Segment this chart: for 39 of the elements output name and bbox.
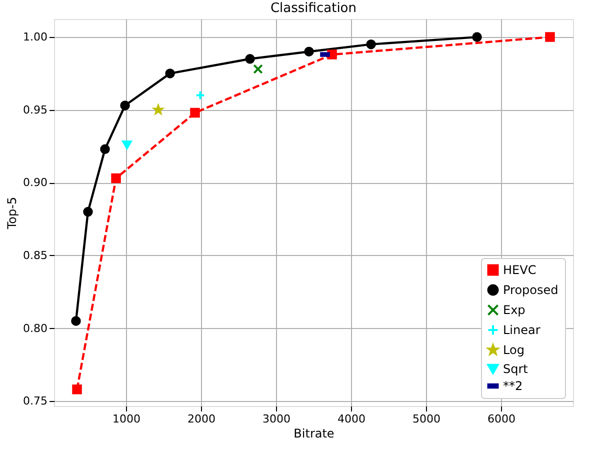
y-tick-label: 0.85 bbox=[23, 248, 48, 262]
point bbox=[165, 68, 175, 78]
legend-label: Linear bbox=[503, 323, 540, 337]
x-tick-label: 2000 bbox=[188, 412, 216, 426]
legend-label: Log bbox=[503, 343, 524, 357]
y-tick-label: 0.90 bbox=[23, 176, 48, 190]
y-tick-label: 0.80 bbox=[23, 322, 48, 335]
x-tick-label: 6000 bbox=[488, 412, 516, 426]
point bbox=[100, 144, 110, 154]
x-tick-label: 3000 bbox=[262, 412, 290, 426]
point bbox=[366, 39, 376, 50]
point bbox=[304, 46, 314, 56]
y-axis-title: Top-5 bbox=[5, 196, 20, 230]
point bbox=[122, 140, 132, 150]
point bbox=[72, 384, 82, 394]
point bbox=[327, 50, 337, 60]
point bbox=[545, 32, 555, 42]
point bbox=[111, 173, 121, 184]
chart-title: Classification bbox=[270, 1, 357, 16]
legend-label: Exp bbox=[503, 303, 526, 317]
y-tick-label: 0.95 bbox=[23, 103, 48, 116]
x-tick-label: 4000 bbox=[338, 412, 366, 426]
point bbox=[253, 64, 263, 74]
y-tick-label: 1.00 bbox=[23, 30, 48, 44]
x-tick-label: 5000 bbox=[412, 412, 440, 426]
point bbox=[472, 32, 482, 42]
point bbox=[71, 316, 81, 326]
point bbox=[245, 54, 255, 64]
legend-label: Proposed bbox=[503, 283, 558, 297]
legend-label: **2 bbox=[503, 379, 523, 393]
legend-label: Sqrt bbox=[503, 362, 528, 376]
legend-label: HEVC bbox=[503, 263, 536, 277]
x-tick-label: 1000 bbox=[112, 412, 140, 426]
point bbox=[120, 100, 130, 110]
point bbox=[190, 108, 200, 118]
x-axis-title: Bitrate bbox=[294, 426, 334, 440]
point bbox=[195, 90, 206, 100]
y-tick-label: 0.75 bbox=[23, 394, 48, 408]
point bbox=[83, 206, 93, 217]
